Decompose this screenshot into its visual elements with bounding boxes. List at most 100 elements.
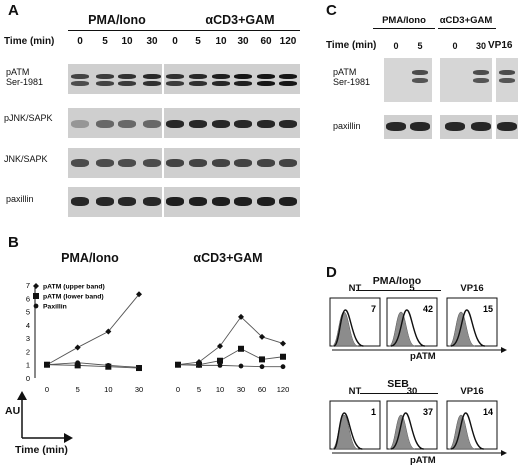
blot-band bbox=[499, 70, 515, 75]
blot-band bbox=[118, 159, 136, 167]
histogram-sample bbox=[333, 412, 363, 450]
legend-label: pATM (lower band) bbox=[43, 294, 104, 301]
panel-a-letter: A bbox=[8, 2, 19, 19]
histogram-value: 1 bbox=[371, 407, 376, 417]
panel-a-group2-title: αCD3+GAM bbox=[205, 13, 275, 27]
panel-c-group1-title: PMA/Iono bbox=[382, 15, 426, 26]
histogram-control bbox=[388, 311, 416, 347]
time-tick: 5 bbox=[195, 36, 201, 47]
blot-band bbox=[497, 122, 517, 131]
time-tick: 0 bbox=[393, 41, 399, 51]
blot-band bbox=[143, 74, 161, 79]
y-tick-label: 1 bbox=[26, 361, 30, 370]
blot-strip bbox=[440, 115, 492, 139]
panel-b-letter: B bbox=[8, 234, 19, 251]
blot-band bbox=[234, 159, 252, 167]
series-line bbox=[178, 348, 284, 366]
y-axis-arrowhead bbox=[17, 391, 27, 400]
panel-c-group2-title: αCD3+GAM bbox=[439, 15, 493, 26]
blot-band bbox=[499, 78, 515, 83]
blot-band bbox=[234, 120, 252, 128]
blot-band bbox=[279, 159, 297, 167]
data-point bbox=[280, 353, 286, 360]
blot-band bbox=[96, 74, 114, 79]
blot-strip bbox=[68, 187, 162, 217]
panel-b-charts: 0 1 2 3 4 5 6 7 0 5 10 30 0 5 10 30 60 120 pATM (upper b… bbox=[17, 281, 290, 443]
blot-band bbox=[118, 74, 136, 79]
panel-d-top-underline bbox=[356, 290, 441, 291]
panel-c-group1-underline bbox=[373, 28, 435, 29]
y-tick-label: 2 bbox=[26, 347, 30, 356]
blot-band bbox=[445, 122, 465, 131]
blot-band bbox=[234, 74, 252, 79]
blot-band bbox=[471, 122, 491, 131]
blot-band bbox=[410, 122, 430, 131]
histogram-label: VP16 bbox=[460, 386, 484, 397]
panel-c-letter: C bbox=[326, 2, 337, 19]
legend-marker bbox=[33, 283, 39, 289]
histogram-label: 5 bbox=[409, 283, 415, 294]
x-tick-label: 0 bbox=[176, 385, 180, 394]
blot-band bbox=[96, 81, 114, 86]
data-point bbox=[136, 364, 142, 370]
x-tick-label: 120 bbox=[277, 385, 290, 394]
blot-band bbox=[257, 74, 275, 79]
histogram-sample bbox=[390, 412, 424, 450]
legend-marker bbox=[33, 293, 39, 299]
series-line bbox=[177, 364, 283, 368]
histogram-control bbox=[388, 414, 416, 450]
panel-d-bottom-underline bbox=[360, 393, 438, 394]
panel-d-letter: D bbox=[326, 264, 337, 281]
data-point bbox=[44, 362, 50, 368]
blot-band bbox=[118, 81, 136, 86]
histogram-control bbox=[331, 414, 359, 450]
blot-band bbox=[96, 197, 114, 206]
y-tick-label: 6 bbox=[26, 294, 30, 303]
blot-strip bbox=[496, 115, 518, 139]
blot-band bbox=[96, 120, 114, 128]
time-tick: 30 bbox=[237, 36, 249, 47]
data-point bbox=[217, 362, 223, 368]
legend-label: pATM (upper band) bbox=[43, 284, 105, 291]
legend-label: Paxillin bbox=[43, 304, 67, 311]
histogram-label: NT bbox=[348, 386, 362, 397]
series-line bbox=[46, 294, 140, 366]
histogram-value: 14 bbox=[483, 407, 493, 417]
y-tick-label: 5 bbox=[26, 308, 30, 317]
blot-band bbox=[257, 197, 275, 206]
histogram-xlabel: pATM bbox=[410, 351, 436, 362]
blot-band bbox=[257, 159, 275, 167]
blot-band bbox=[166, 81, 184, 86]
data-point bbox=[238, 345, 244, 352]
blot-band bbox=[279, 81, 297, 86]
histogram-value: 42 bbox=[423, 304, 433, 314]
histogram-value: 7 bbox=[371, 304, 376, 314]
data-point bbox=[259, 356, 265, 363]
blot-band bbox=[143, 159, 161, 167]
x-tick-label: 30 bbox=[237, 385, 245, 394]
time-tick: 120 bbox=[279, 36, 297, 47]
panel-c-group2-underline bbox=[438, 28, 496, 29]
data-point bbox=[259, 364, 265, 370]
time-tick: 30 bbox=[146, 36, 158, 47]
y-tick-label: 7 bbox=[26, 281, 30, 290]
panel-d-histograms: 7 42 15 1 37 14 bbox=[329, 297, 507, 456]
blot-strip bbox=[496, 58, 518, 102]
panel-a-group2-underline bbox=[162, 30, 300, 31]
panel-b-ylabel: AU bbox=[5, 405, 21, 417]
data-point bbox=[75, 360, 81, 366]
blot-band bbox=[143, 81, 161, 86]
panel-b-title2: αCD3+GAM bbox=[193, 251, 263, 265]
histogram-sample bbox=[450, 309, 486, 347]
data-point bbox=[74, 344, 81, 351]
blot-band bbox=[166, 120, 184, 128]
blot-band bbox=[234, 197, 252, 206]
data-point bbox=[217, 343, 223, 350]
blot-band bbox=[71, 81, 89, 86]
histogram-sample bbox=[333, 309, 364, 347]
blot-band bbox=[279, 197, 297, 206]
histogram-xlabel: pATM bbox=[410, 455, 436, 466]
blot-band bbox=[143, 197, 161, 206]
blot-band bbox=[212, 120, 230, 128]
panel-c-row-paxillin-label: paxillin bbox=[333, 121, 361, 131]
